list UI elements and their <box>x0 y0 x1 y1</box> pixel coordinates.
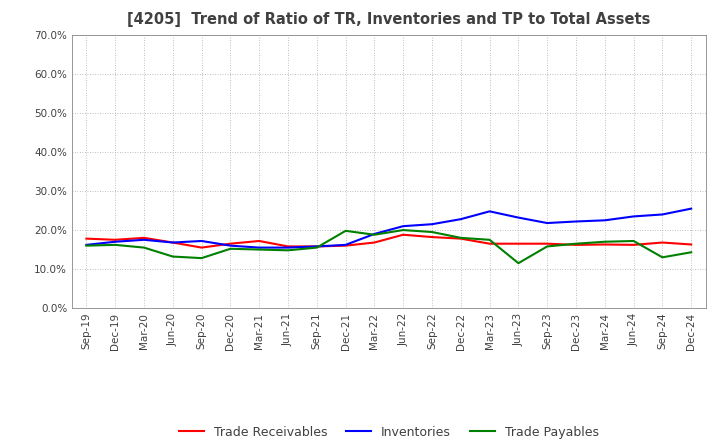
Trade Receivables <box>629 242 638 248</box>
Trade Receivables <box>226 241 235 246</box>
Trade Payables <box>514 260 523 266</box>
Legend: Trade Receivables, Inventories, Trade Payables: Trade Receivables, Inventories, Trade Pa… <box>174 421 604 440</box>
Inventories <box>197 238 206 244</box>
Trade Receivables <box>284 244 292 249</box>
Trade Payables <box>485 237 494 242</box>
Trade Receivables <box>543 241 552 246</box>
Inventories <box>543 220 552 226</box>
Inventories <box>658 212 667 217</box>
Trade Receivables <box>514 241 523 246</box>
Title: [4205]  Trend of Ratio of TR, Inventories and TP to Total Assets: [4205] Trend of Ratio of TR, Inventories… <box>127 12 650 27</box>
Inventories <box>514 215 523 220</box>
Trade Payables <box>111 242 120 248</box>
Inventories <box>456 216 465 222</box>
Line: Inventories: Inventories <box>86 209 691 248</box>
Trade Payables <box>312 245 321 250</box>
Inventories <box>312 244 321 249</box>
Trade Payables <box>399 227 408 233</box>
Trade Receivables <box>485 241 494 246</box>
Trade Receivables <box>370 240 379 245</box>
Trade Payables <box>370 232 379 237</box>
Trade Receivables <box>312 244 321 249</box>
Trade Payables <box>284 248 292 253</box>
Inventories <box>600 218 609 223</box>
Trade Payables <box>255 247 264 252</box>
Inventories <box>629 214 638 219</box>
Trade Receivables <box>140 235 148 241</box>
Trade Receivables <box>658 240 667 245</box>
Trade Payables <box>543 244 552 249</box>
Trade Payables <box>687 249 696 255</box>
Trade Receivables <box>572 242 580 248</box>
Trade Receivables <box>197 245 206 250</box>
Inventories <box>111 239 120 244</box>
Trade Payables <box>428 229 436 235</box>
Inventories <box>370 231 379 237</box>
Trade Payables <box>600 239 609 244</box>
Trade Receivables <box>456 236 465 241</box>
Trade Receivables <box>255 238 264 244</box>
Inventories <box>226 243 235 248</box>
Inventories <box>687 206 696 211</box>
Line: Trade Payables: Trade Payables <box>86 230 691 263</box>
Inventories <box>485 209 494 214</box>
Trade Receivables <box>687 242 696 247</box>
Inventories <box>284 245 292 250</box>
Inventories <box>341 242 350 248</box>
Inventories <box>82 242 91 248</box>
Trade Receivables <box>82 236 91 241</box>
Inventories <box>168 240 177 245</box>
Trade Payables <box>658 255 667 260</box>
Inventories <box>572 219 580 224</box>
Trade Payables <box>456 235 465 241</box>
Trade Receivables <box>341 243 350 248</box>
Trade Receivables <box>111 237 120 242</box>
Trade Payables <box>341 228 350 234</box>
Trade Receivables <box>168 240 177 245</box>
Trade Payables <box>197 256 206 261</box>
Inventories <box>140 237 148 242</box>
Trade Payables <box>82 243 91 248</box>
Inventories <box>399 224 408 229</box>
Trade Payables <box>572 241 580 246</box>
Trade Receivables <box>428 235 436 240</box>
Trade Receivables <box>399 232 408 237</box>
Inventories <box>428 222 436 227</box>
Trade Payables <box>629 238 638 244</box>
Trade Payables <box>168 254 177 259</box>
Trade Receivables <box>600 242 609 247</box>
Line: Trade Receivables: Trade Receivables <box>86 235 691 248</box>
Trade Payables <box>140 245 148 250</box>
Trade Payables <box>226 246 235 251</box>
Inventories <box>255 245 264 250</box>
